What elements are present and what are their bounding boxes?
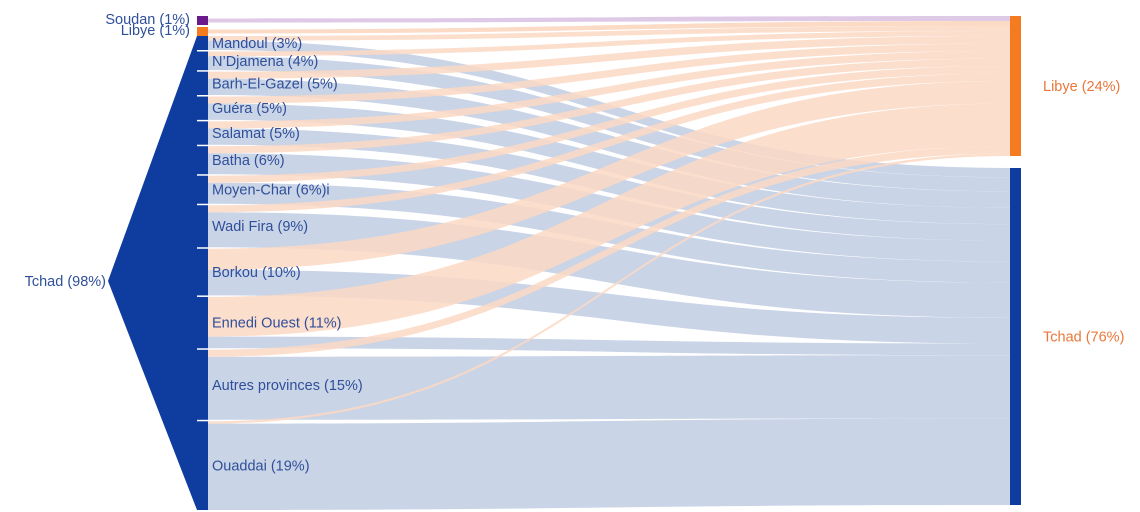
label-moyen-char-6-i: Moyen-Char (6%)i bbox=[212, 183, 330, 199]
label-guera-5: Guéra (5%) bbox=[212, 101, 287, 117]
flow-barh-el-gazel-5-to-libye bbox=[208, 36, 1010, 79]
node-mandoul-3 bbox=[197, 36, 208, 51]
flow-ennedi-ouest-11-to-libye bbox=[208, 103, 1010, 337]
root-fan-shape bbox=[108, 36, 197, 510]
flow-batha-6-to-libye bbox=[208, 58, 1010, 154]
label-batha-6: Batha (6%) bbox=[212, 153, 285, 169]
label-wadi-fira-9: Wadi Fira (9%) bbox=[212, 219, 308, 235]
label-root-tchad: Tchad (98%) bbox=[25, 274, 106, 290]
label-mandoul-3: Mandoul (3%) bbox=[212, 36, 302, 52]
node-autres-provinces-15 bbox=[197, 349, 208, 420]
node-target-libye bbox=[1010, 16, 1021, 156]
root-fan bbox=[108, 36, 197, 510]
label-salamat-5: Salamat (5%) bbox=[212, 126, 300, 142]
flow-autres-provinces-15-to-tchad bbox=[208, 355, 1010, 420]
flow-n-djamena-4-to-libye bbox=[208, 31, 1010, 57]
node-wadi-fira-9 bbox=[197, 205, 208, 248]
label-ouaddai-19: Ouaddai (19%) bbox=[212, 459, 310, 475]
label-n-djamena-4: N’Djamena (4%) bbox=[212, 54, 318, 70]
flow-moyen-char-6-i-to-libye bbox=[208, 66, 1010, 183]
label-autres-provinces-15: Autres provinces (15%) bbox=[212, 378, 363, 394]
labels: Soudan (1%)Libye (1%) Mandoul (3%) N’Djame… bbox=[25, 12, 1125, 475]
label-target-libye: Libye (24%) bbox=[1043, 79, 1120, 95]
node-ouaddai-19 bbox=[197, 421, 208, 510]
label-source-libye: Libye (1%) bbox=[121, 23, 190, 39]
flow-guera-5-to-libye bbox=[208, 43, 1010, 104]
node-barh-el-gazel-5 bbox=[197, 71, 208, 96]
nodes bbox=[197, 16, 1021, 510]
label-barh-el-gazel-5: Barh-El-Gazel (5%) bbox=[212, 76, 338, 92]
flow-ouaddai-19-to-tchad bbox=[208, 418, 1010, 510]
flow-soudan-to-libye bbox=[208, 16, 1010, 23]
node-moyen-char-6-i bbox=[197, 175, 208, 204]
node-n-djamena-4 bbox=[197, 51, 208, 71]
flow-autres-provinces-15-to-libye bbox=[208, 146, 1010, 357]
node-source-libye bbox=[197, 27, 208, 36]
label-target-tchad: Tchad (76%) bbox=[1043, 330, 1124, 346]
label-ennedi-ouest-11: Ennedi Ouest (11%) bbox=[212, 316, 342, 332]
flow-mandoul-3-to-libye bbox=[208, 26, 1010, 41]
node-guera-5 bbox=[197, 96, 208, 120]
flow-salamat-5-to-libye bbox=[208, 51, 1010, 129]
node-borkou-10 bbox=[197, 248, 208, 296]
flow-borkou-10-to-libye bbox=[208, 81, 1010, 270]
flow-guera-5-to-tchad bbox=[208, 103, 1010, 225]
label-borkou-10: Borkou (10%) bbox=[212, 265, 301, 281]
node-batha-6 bbox=[197, 146, 208, 175]
node-source-soudan bbox=[197, 16, 208, 25]
flows-to-libye bbox=[208, 16, 1010, 424]
flow-wadi-fira-9-to-libye bbox=[208, 73, 1010, 213]
flow-ennedi-ouest-11-to-tchad bbox=[208, 336, 1010, 356]
flow-ouaddai-19-to-libye bbox=[208, 153, 1010, 424]
node-ennedi-ouest-11 bbox=[197, 296, 208, 349]
flow-libye-to-libye bbox=[208, 21, 1010, 34]
label-source-soudan: Soudan (1%) bbox=[105, 12, 190, 28]
node-target-tchad bbox=[1010, 168, 1021, 505]
node-salamat-5 bbox=[197, 121, 208, 145]
